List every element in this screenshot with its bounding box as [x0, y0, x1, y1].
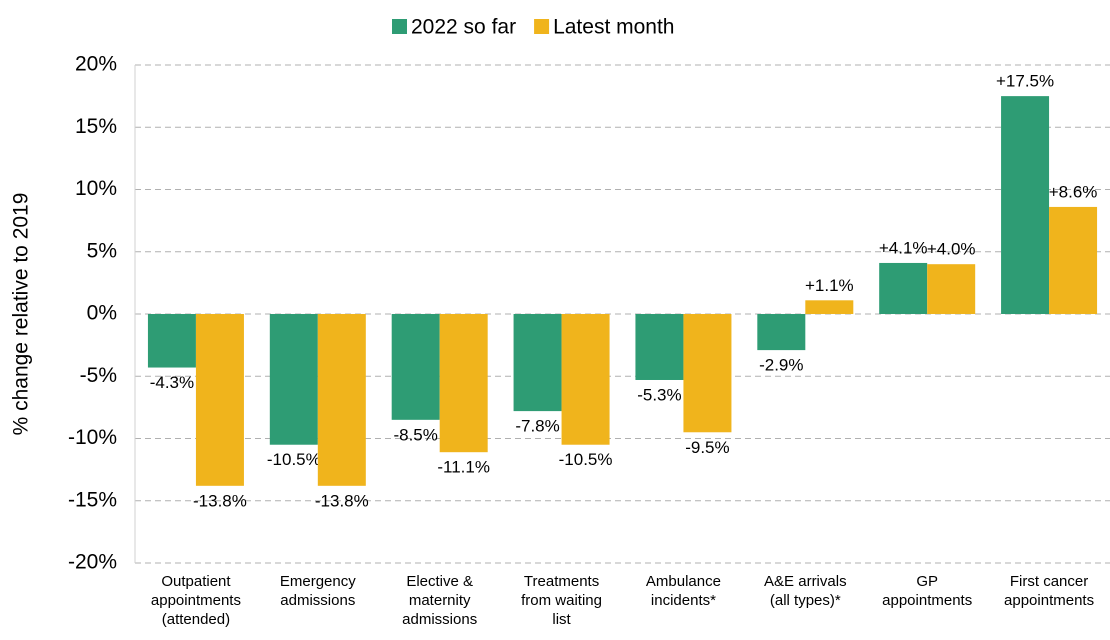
- x-tick-label: First cancer appointments: [1004, 573, 1094, 609]
- bar: [391, 314, 440, 420]
- value-label: -8.5%: [393, 425, 437, 444]
- legend-swatch: [534, 19, 550, 34]
- value-label: -2.9%: [759, 356, 803, 375]
- x-tick-label: Ambulance incidents*: [646, 573, 721, 609]
- y-tick-label: -15%: [68, 488, 117, 511]
- bar: [561, 314, 610, 445]
- value-label: +1.1%: [805, 276, 854, 295]
- value-label: -13.8%: [193, 491, 247, 510]
- bar: [269, 314, 318, 445]
- y-tick-label: 15%: [75, 115, 117, 138]
- y-tick-label: 5%: [87, 239, 117, 262]
- value-label: +4.0%: [927, 240, 976, 259]
- y-tick-label: 0%: [87, 302, 117, 325]
- y-tick-label: -20%: [68, 551, 117, 574]
- legend-label: 2022 so far: [411, 16, 516, 39]
- y-tick-label: -5%: [80, 364, 117, 387]
- bar: [317, 314, 366, 486]
- bar: [683, 314, 732, 433]
- bar: [1001, 96, 1050, 314]
- value-label: -4.3%: [150, 373, 194, 392]
- value-label: -10.5%: [267, 450, 321, 469]
- legend-swatch: [392, 19, 407, 34]
- y-tick-label: -10%: [68, 426, 117, 449]
- bar: [757, 314, 806, 351]
- value-label: -9.5%: [685, 438, 729, 457]
- value-label: -5.3%: [637, 385, 681, 404]
- bar: [439, 314, 488, 453]
- x-tick-label: GP appointments: [882, 573, 972, 609]
- x-tick-label: A&E arrivals (all types)*: [764, 573, 847, 609]
- bar: [805, 300, 854, 314]
- x-tick-label: Elective & maternity admissions: [402, 573, 477, 628]
- value-label: -13.8%: [315, 491, 369, 510]
- value-label: +4.1%: [879, 238, 928, 257]
- value-label: -7.8%: [515, 417, 559, 436]
- value-label: -10.5%: [559, 450, 613, 469]
- bar: [195, 314, 244, 486]
- y-tick-label: 10%: [75, 177, 117, 200]
- y-axis-title: % change relative to 2019: [10, 193, 33, 436]
- x-tick-label: Emergency admissions: [280, 573, 356, 609]
- bar: [147, 314, 196, 368]
- legend-label: Latest month: [553, 16, 674, 39]
- x-tick-label: Outpatient appointments (attended): [151, 573, 241, 628]
- value-label: -11.1%: [437, 458, 490, 477]
- value-label: +8.6%: [1049, 182, 1098, 201]
- bar: [879, 262, 928, 314]
- bar: [927, 264, 976, 314]
- bar: [513, 314, 562, 412]
- bar: [1049, 206, 1098, 314]
- y-tick-label: 20%: [75, 53, 117, 76]
- value-label: +17.5%: [996, 72, 1054, 91]
- bar: [635, 314, 684, 380]
- x-tick-label: Treatments from waiting list: [521, 573, 602, 628]
